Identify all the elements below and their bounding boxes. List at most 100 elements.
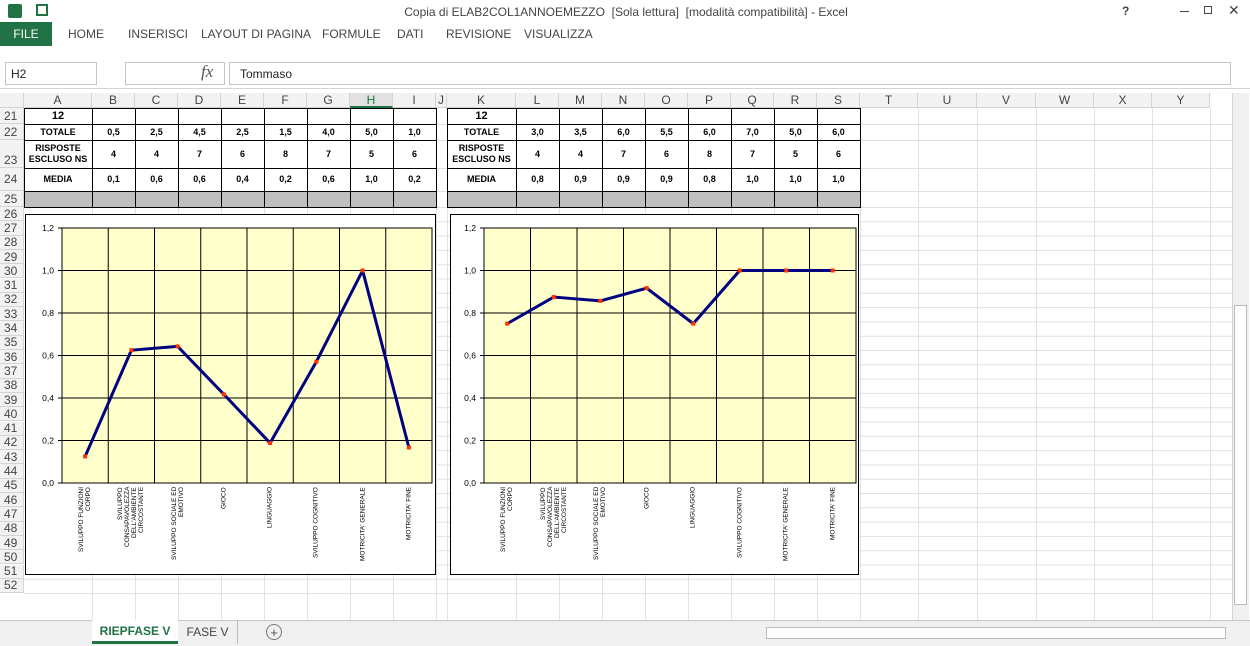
table-cell[interactable]: 1,0: [773, 167, 818, 192]
row-header[interactable]: 34: [0, 321, 24, 336]
column-header[interactable]: B: [92, 93, 135, 108]
table-cell-empty[interactable]: [687, 107, 732, 125]
ribbon-tab[interactable]: VISUALIZZA: [524, 27, 593, 41]
table-cell-empty[interactable]: [263, 107, 308, 125]
table-cell-empty[interactable]: [134, 107, 179, 125]
table-cell-empty[interactable]: [773, 190, 818, 208]
row-header[interactable]: 52: [0, 578, 24, 594]
table-cell[interactable]: 6: [644, 139, 689, 169]
row-header[interactable]: 33: [0, 307, 24, 322]
table-cell-empty[interactable]: [687, 190, 732, 208]
table-cell[interactable]: 4: [558, 139, 603, 169]
table-cell[interactable]: 0,6: [177, 167, 222, 192]
row-header[interactable]: 31: [0, 278, 24, 293]
column-header[interactable]: P: [688, 93, 731, 108]
table-cell-empty[interactable]: [730, 190, 775, 208]
table-cell[interactable]: 1,0: [730, 167, 775, 192]
table-cell-empty[interactable]: [177, 190, 222, 208]
table-cell-empty[interactable]: [644, 107, 689, 125]
row-header[interactable]: 45: [0, 478, 24, 493]
table-cell-empty[interactable]: [134, 190, 179, 208]
row-header[interactable]: 28: [0, 235, 24, 250]
column-header[interactable]: F: [264, 93, 307, 108]
table-cell[interactable]: 8: [263, 139, 308, 169]
row-header[interactable]: 51: [0, 564, 24, 579]
table-cell-empty[interactable]: [730, 107, 775, 125]
table-cell[interactable]: TOTALE: [446, 123, 517, 141]
row-header[interactable]: 27: [0, 221, 24, 236]
table-cell-empty[interactable]: [306, 190, 351, 208]
table-cell-empty[interactable]: [91, 190, 136, 208]
table-cell-empty[interactable]: [220, 107, 265, 125]
row-header[interactable]: 37: [0, 364, 24, 379]
row-header[interactable]: 35: [0, 335, 24, 350]
row-header[interactable]: 29: [0, 250, 24, 265]
table-cell-empty[interactable]: [392, 190, 437, 208]
column-header[interactable]: L: [516, 93, 559, 108]
row-header[interactable]: 46: [0, 493, 24, 508]
table-cell[interactable]: 12: [23, 107, 93, 125]
table-cell[interactable]: 5,0: [349, 123, 394, 141]
row-header[interactable]: 42: [0, 435, 24, 451]
table-cell[interactable]: TOTALE: [23, 123, 93, 141]
row-header[interactable]: 25: [0, 191, 24, 207]
sheet-tab[interactable]: FASE V: [178, 620, 238, 644]
column-header[interactable]: Q: [731, 93, 774, 108]
table-cell[interactable]: 0,9: [644, 167, 689, 192]
table-cell-empty[interactable]: [23, 190, 93, 208]
table-cell-empty[interactable]: [392, 107, 437, 125]
sheet-tab[interactable]: RIEPFASE V: [92, 620, 178, 644]
table-cell-empty[interactable]: [349, 190, 394, 208]
column-header[interactable]: G: [307, 93, 350, 108]
table-cell[interactable]: 6: [220, 139, 265, 169]
table-cell[interactable]: 7: [730, 139, 775, 169]
table-cell-empty[interactable]: [816, 107, 861, 125]
table-cell-empty[interactable]: [601, 107, 646, 125]
table-cell-empty[interactable]: [515, 107, 560, 125]
row-header[interactable]: 36: [0, 350, 24, 365]
row-header[interactable]: 38: [0, 378, 24, 393]
table-cell[interactable]: 7,0: [730, 123, 775, 141]
table-cell[interactable]: 0,9: [601, 167, 646, 192]
table-cell[interactable]: 2,5: [220, 123, 265, 141]
table-cell[interactable]: 7: [601, 139, 646, 169]
table-cell[interactable]: 5: [773, 139, 818, 169]
table-cell[interactable]: 1,5: [263, 123, 308, 141]
horizontal-scrollbar[interactable]: [766, 627, 1226, 639]
row-header[interactable]: 22: [0, 124, 24, 140]
table-cell[interactable]: 12: [446, 107, 517, 125]
table-cell[interactable]: 4,0: [306, 123, 351, 141]
name-box-frame[interactable]: [5, 62, 97, 85]
row-header[interactable]: 50: [0, 550, 24, 565]
column-header[interactable]: J: [436, 93, 447, 108]
row-header[interactable]: 23: [0, 140, 24, 168]
table-cell[interactable]: 6,0: [816, 123, 861, 141]
column-header[interactable]: H: [350, 93, 393, 108]
table-cell[interactable]: 6,0: [687, 123, 732, 141]
table-cell[interactable]: 7: [177, 139, 222, 169]
table-cell[interactable]: 0,8: [687, 167, 732, 192]
table-cell-empty[interactable]: [558, 107, 603, 125]
table-cell-empty[interactable]: [177, 107, 222, 125]
column-header[interactable]: V: [977, 93, 1036, 108]
row-header[interactable]: 40: [0, 407, 24, 422]
table-cell-empty[interactable]: [306, 107, 351, 125]
column-header[interactable]: R: [774, 93, 817, 108]
table-cell[interactable]: 6: [816, 139, 861, 169]
table-cell-empty[interactable]: [644, 190, 689, 208]
row-header[interactable]: 47: [0, 507, 24, 522]
row-header[interactable]: 21: [0, 108, 24, 124]
table-cell[interactable]: 4: [515, 139, 560, 169]
add-sheet[interactable]: +: [266, 624, 282, 640]
table-cell[interactable]: 6,0: [601, 123, 646, 141]
table-cell[interactable]: 0,6: [134, 167, 179, 192]
row-header[interactable]: 43: [0, 450, 24, 465]
row-header[interactable]: 41: [0, 421, 24, 436]
help[interactable]: ?: [1122, 4, 1130, 18]
table-cell-empty[interactable]: [601, 190, 646, 208]
table-cell[interactable]: RISPOSTE ESCLUSO NS: [23, 139, 93, 169]
table-cell[interactable]: 2,5: [134, 123, 179, 141]
row-header[interactable]: 26: [0, 207, 24, 222]
column-header[interactable]: X: [1094, 93, 1152, 108]
table-cell-empty[interactable]: [446, 190, 517, 208]
